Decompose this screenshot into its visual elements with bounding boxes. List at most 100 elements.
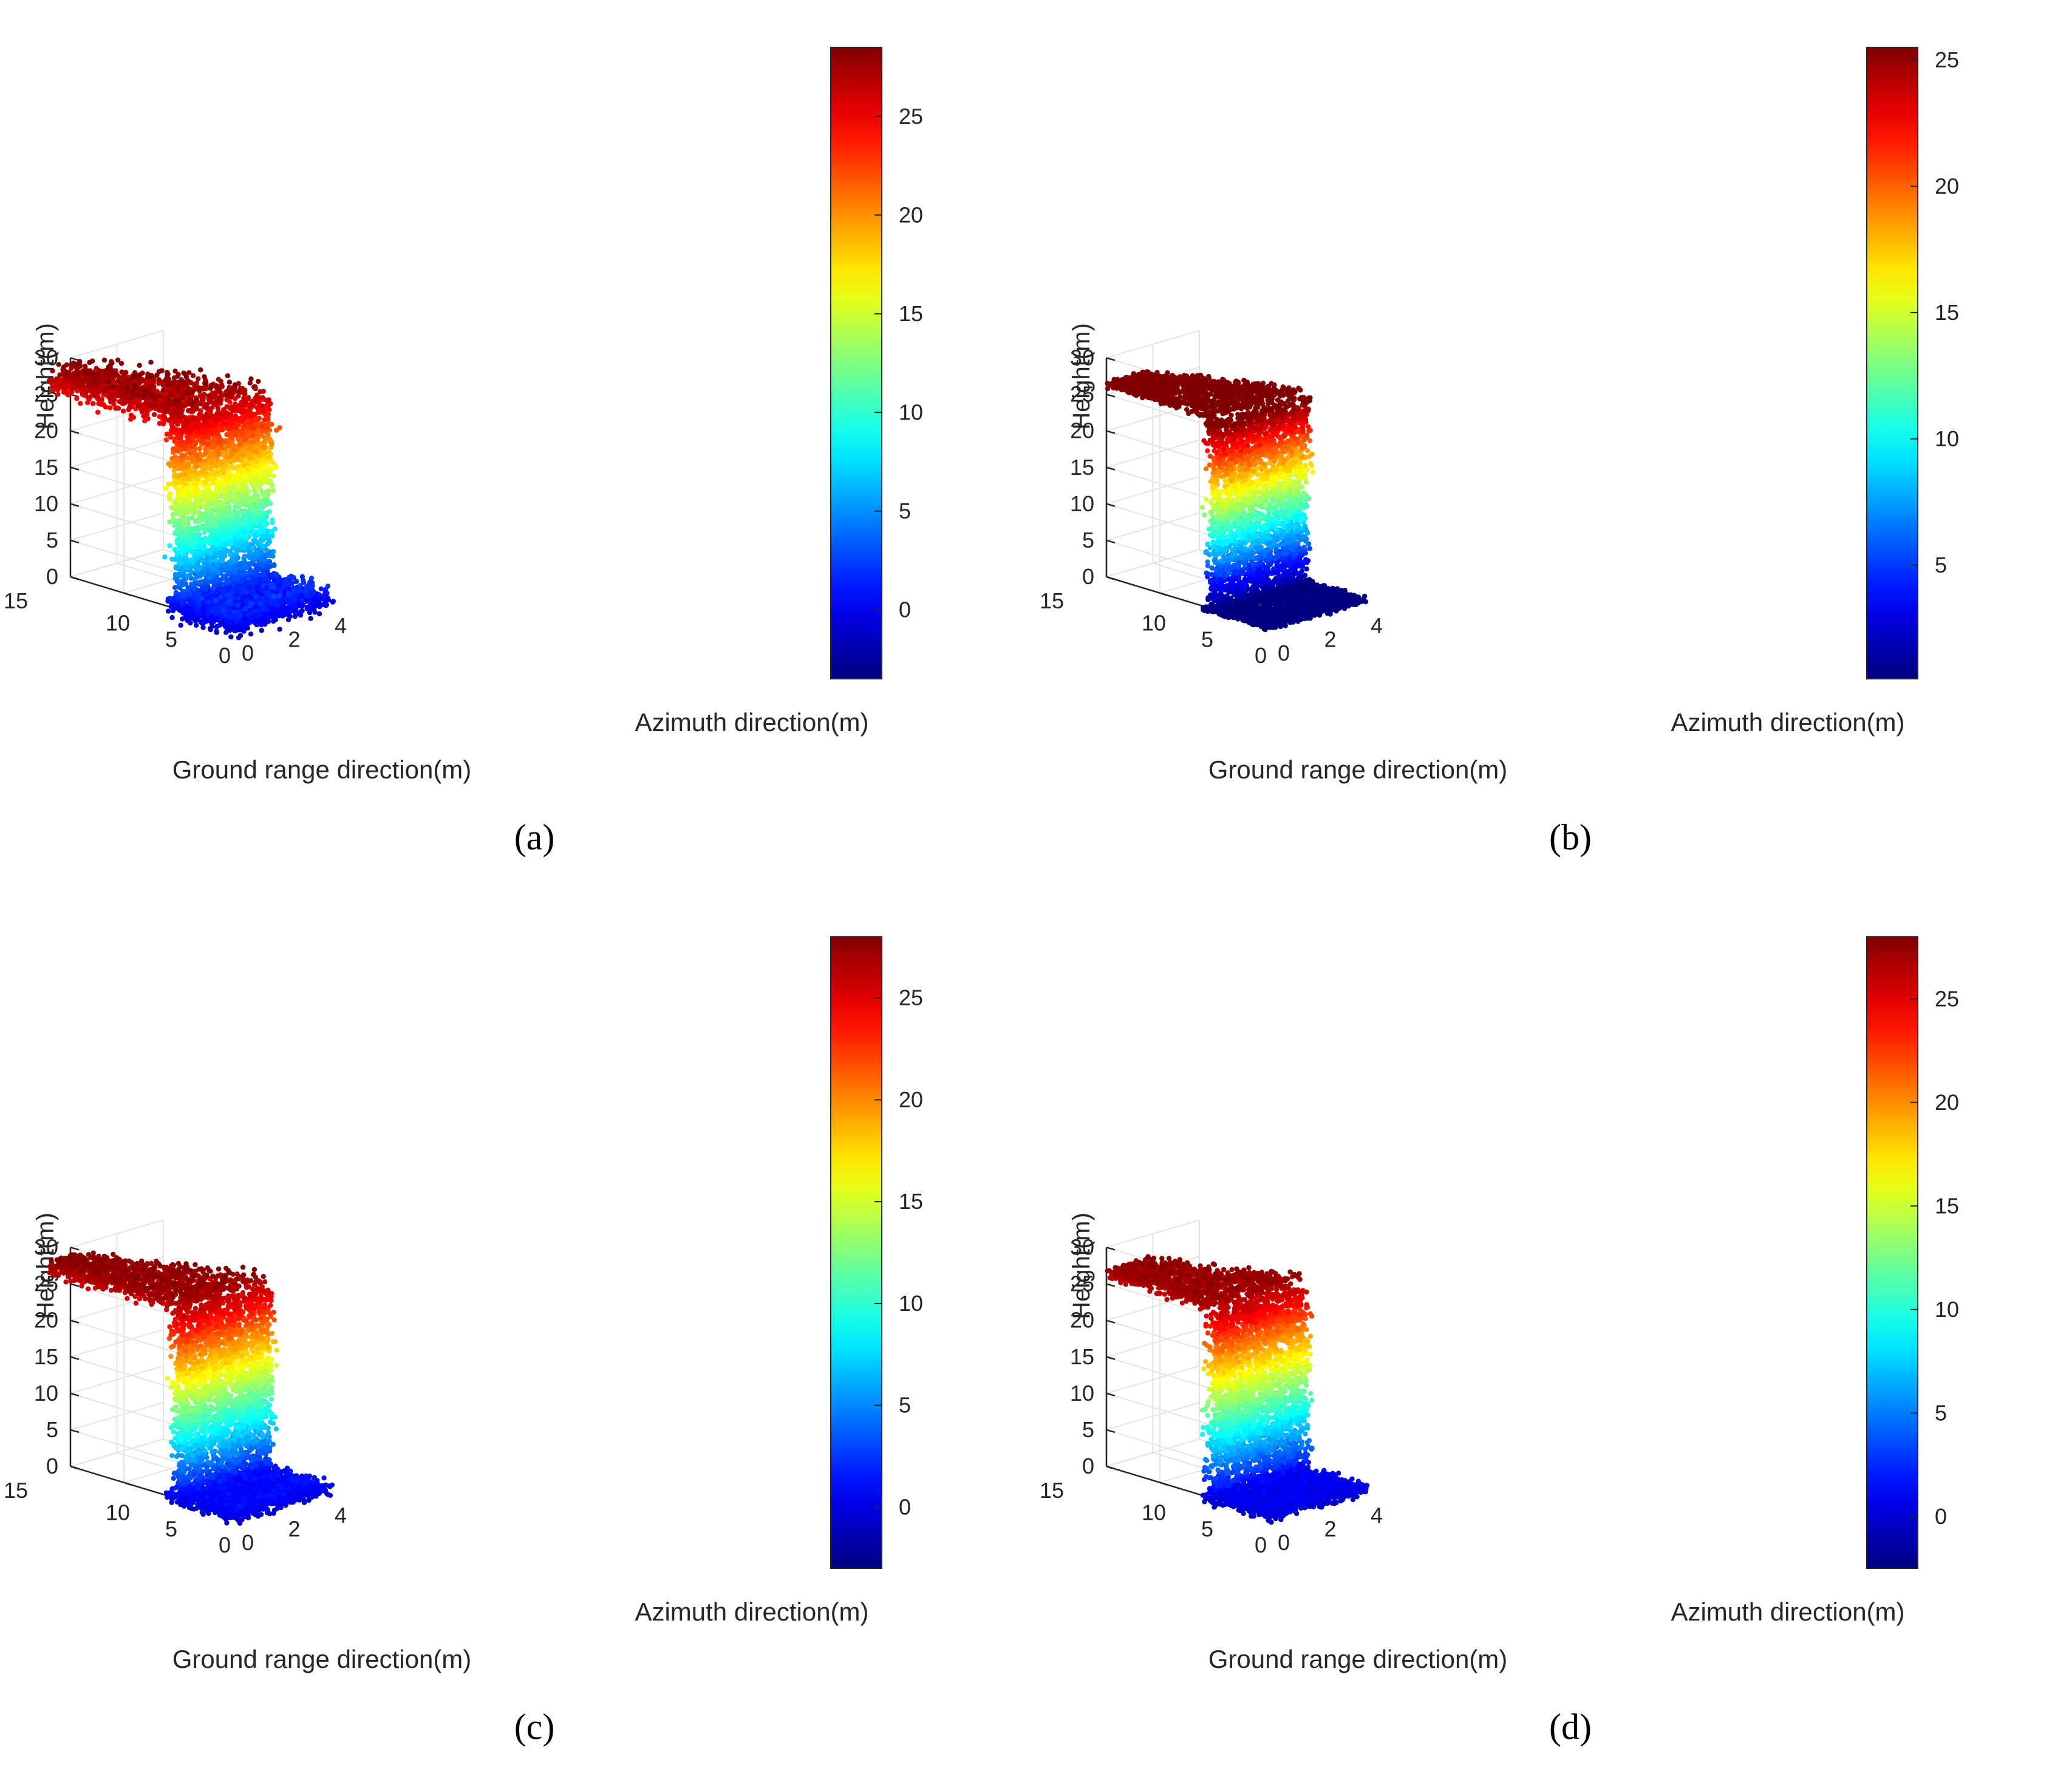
data-point [171,500,177,505]
data-point [177,398,182,403]
data-point [171,596,177,601]
data-point [215,405,220,410]
data-point [85,372,90,377]
data-point [131,373,137,379]
data-point [217,389,223,395]
data-point [160,421,166,427]
data-point [267,501,273,506]
colorbar-tick-label: 15 [899,301,923,326]
data-point [244,541,250,546]
data-point [237,509,244,515]
data-point [227,400,233,405]
data-point [130,393,135,398]
data-point [273,465,279,471]
data-point [256,415,262,421]
data-point [101,387,107,393]
data-point [118,386,123,391]
data-point [200,557,205,563]
data-point [121,373,126,379]
data-point [192,540,197,546]
data-point [205,499,210,505]
data-point [262,572,268,577]
data-point [170,392,176,397]
data-point [223,529,229,534]
data-point [207,625,213,631]
data-point [211,617,217,622]
data-point [196,376,201,382]
data-point [201,404,207,409]
data-point [224,432,230,438]
data-point [222,491,228,496]
data-point [194,550,200,556]
data-point [207,454,213,460]
data-point [287,582,293,587]
data-point [160,403,166,409]
data-point [200,395,206,401]
data-point [169,505,174,510]
data-point [208,423,214,428]
data-point [167,543,172,549]
data-point [231,558,237,564]
data-point [267,407,272,413]
data-point [156,407,162,413]
data-point [61,389,67,395]
data-point [55,376,61,382]
data-point [103,404,109,410]
data-point [164,431,170,437]
data-point [245,477,250,482]
data-point [235,591,240,596]
data-point [135,403,140,409]
data-point [196,604,201,609]
data-point [243,514,248,520]
data-point [218,594,223,600]
data-point [163,486,169,491]
colorbar-tick-label: 20 [899,202,923,227]
data-point [166,418,172,423]
data-point [223,439,229,445]
z-tick [70,466,80,471]
data-point [179,454,185,460]
data-point [212,579,217,584]
data-point [123,391,129,396]
data-point [213,462,219,468]
data-point [193,415,198,421]
data-point [199,517,204,523]
data-point [267,465,273,471]
data-point [191,511,196,517]
data-point [140,407,146,412]
data-point [56,362,61,367]
data-point [265,553,271,559]
data-point [198,470,203,475]
data-point [206,579,211,585]
data-point [191,399,196,404]
data-point [259,472,265,477]
data-point [270,520,275,525]
data-point [83,363,88,369]
data-point [181,601,186,607]
data-point [195,476,201,481]
data-point [210,480,215,485]
data-point [216,446,221,452]
data-point [88,381,94,386]
data-point [265,426,270,431]
data-point [257,389,263,395]
data-point [196,386,201,391]
data-point [236,505,242,510]
data-point [137,380,143,386]
data-point [211,475,217,481]
data-point [168,491,173,497]
data-point [227,379,233,385]
data-point [259,424,265,429]
data-point [225,454,231,460]
data-point [225,579,230,584]
data-point [239,418,245,424]
data-point [203,557,209,562]
data-point [181,370,186,376]
data-point [219,460,224,466]
colorbar-tick-label: 5 [899,498,911,523]
data-point [64,371,70,376]
data-point [172,604,178,610]
data-point [70,375,75,380]
data-point [248,470,253,475]
data-point [106,379,111,385]
